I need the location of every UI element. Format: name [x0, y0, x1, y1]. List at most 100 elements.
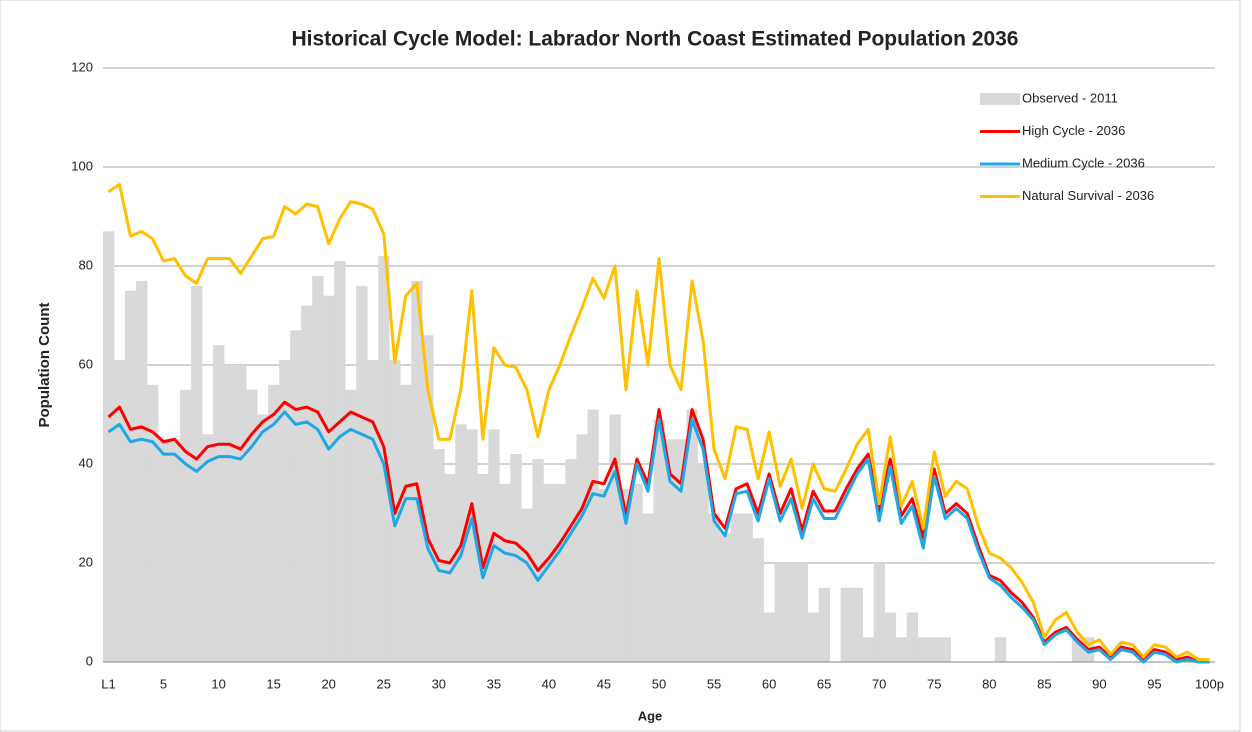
bar [851, 587, 863, 662]
x-tick-label: 15 [266, 676, 280, 691]
bar [411, 280, 423, 662]
bar [774, 563, 786, 662]
x-tick-label: 50 [652, 676, 666, 691]
bar [268, 384, 280, 662]
series-line [107, 182, 1210, 662]
bar [840, 587, 852, 662]
x-tick-label: 95 [1147, 676, 1161, 691]
bar [554, 483, 566, 662]
bar [675, 439, 687, 662]
bar [334, 261, 346, 662]
y-tick-label: 100 [71, 158, 93, 173]
bar [444, 473, 456, 662]
bar [312, 275, 324, 662]
legend-swatch [980, 93, 1020, 105]
bar [686, 409, 698, 662]
bar [664, 439, 676, 662]
bar [202, 434, 214, 662]
y-tick-label: 0 [86, 653, 93, 668]
bar [598, 488, 610, 662]
bar [917, 637, 930, 662]
x-tick-label: 20 [321, 676, 335, 691]
bar [147, 384, 159, 662]
bar [323, 295, 335, 662]
bar [532, 459, 544, 662]
bar [180, 389, 192, 662]
bar [631, 483, 643, 662]
bar [785, 563, 797, 662]
bar [763, 612, 775, 662]
bar [191, 285, 203, 662]
x-tick-label: 45 [597, 676, 611, 691]
bar [433, 449, 445, 662]
y-tick-label: 80 [79, 257, 93, 272]
bar [719, 533, 731, 662]
bar [752, 538, 764, 662]
x-tick-label: 35 [487, 676, 501, 691]
x-tick-label: 40 [542, 676, 556, 691]
bar [587, 409, 599, 662]
bar [543, 483, 555, 662]
legend-label: Natural Survival - 2036 [1022, 188, 1154, 203]
bar [928, 637, 941, 662]
bar [1071, 637, 1084, 662]
bar [697, 464, 709, 662]
bar [609, 414, 621, 662]
bar [290, 330, 302, 662]
legend-label: High Cycle - 2036 [1022, 123, 1125, 138]
bar [246, 389, 258, 662]
bar [235, 365, 247, 662]
x-tick-label: 70 [872, 676, 886, 691]
bar [103, 231, 115, 662]
x-tick-label: 90 [1092, 676, 1106, 691]
bar [213, 345, 225, 662]
bar [730, 513, 742, 662]
bar [224, 365, 236, 662]
bar [565, 459, 577, 662]
series-line [107, 410, 1210, 664]
x-tick-label: 75 [927, 676, 941, 691]
y-tick-label: 40 [79, 455, 93, 470]
bar [906, 612, 919, 662]
legend-label: Observed - 2011 [1022, 90, 1118, 105]
x-axis-label: Age [638, 708, 663, 723]
bar [521, 508, 533, 662]
series-line [107, 400, 1210, 664]
bar [125, 290, 137, 662]
bar [939, 637, 952, 662]
bar [169, 439, 181, 662]
y-tick-label: 120 [71, 59, 93, 74]
x-tick-label: 60 [762, 676, 776, 691]
legend-label: Medium Cycle - 2036 [1022, 155, 1145, 170]
bar [466, 429, 478, 662]
bar [136, 280, 148, 662]
x-tick-label: 10 [211, 676, 225, 691]
x-tick-label: 100p [1195, 676, 1224, 691]
x-tick-label: 55 [707, 676, 721, 691]
bar [807, 612, 819, 662]
bar [499, 483, 511, 662]
bar [356, 285, 368, 662]
bar [862, 637, 874, 662]
x-tick-label: 85 [1037, 676, 1051, 691]
bar [895, 637, 908, 662]
bar [158, 439, 170, 662]
bar [741, 513, 753, 662]
bar [279, 360, 291, 662]
x-tick-label: 25 [377, 676, 391, 691]
bar [653, 419, 665, 662]
chart-title: Historical Cycle Model: Labrador North C… [292, 28, 1019, 51]
bar [884, 612, 897, 662]
bar [708, 513, 720, 662]
bar [510, 454, 522, 662]
bar [345, 389, 357, 662]
bar [873, 563, 886, 662]
y-tick-label: 20 [79, 554, 93, 569]
bar [301, 305, 313, 662]
bar [378, 256, 390, 662]
bar [796, 563, 808, 662]
bar [642, 513, 654, 662]
bar [400, 384, 412, 662]
